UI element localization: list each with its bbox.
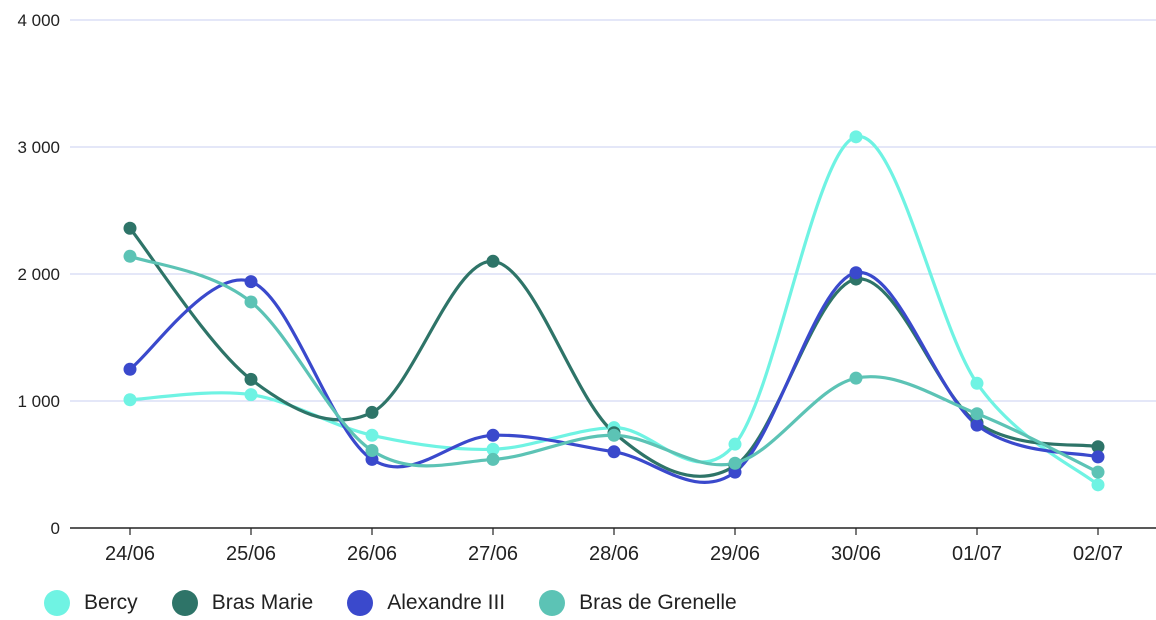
data-point-bercy-5[interactable] [728,437,742,451]
legend-item-bras-de-grenelle[interactable]: Bras de Grenelle [539,590,737,616]
data-point-bras-de-grenelle-5[interactable] [728,456,742,470]
x-tick-label: 02/07 [1073,543,1123,565]
data-point-alexandre-iii-8[interactable] [1091,450,1105,464]
data-point-alexandre-iii-6[interactable] [849,266,863,280]
y-tick-label: 2 000 [17,265,60,284]
data-point-bercy-2[interactable] [365,428,379,442]
y-tick-label: 3 000 [17,138,60,157]
data-point-bras-marie-1[interactable] [244,372,258,386]
data-point-bercy-8[interactable] [1091,478,1105,492]
legend-label-alexandre-iii: Alexandre III [387,591,506,614]
data-point-bras-de-grenelle-7[interactable] [970,407,984,421]
x-tick-label: 24/06 [105,543,155,565]
data-point-bercy-0[interactable] [123,393,137,407]
y-tick-label: 4 000 [17,11,60,30]
data-point-bras-marie-0[interactable] [123,221,137,235]
x-tick-label: 29/06 [710,543,760,565]
y-tick-label: 0 [51,519,60,538]
x-tick-label: 26/06 [347,543,397,565]
data-point-bras-de-grenelle-2[interactable] [365,444,379,458]
legend-swatch-bercy [44,590,70,616]
data-point-bras-de-grenelle-0[interactable] [123,249,137,263]
data-point-bras-marie-2[interactable] [365,405,379,419]
y-tick-label: 1 000 [17,392,60,411]
data-point-bras-marie-3[interactable] [486,254,500,268]
data-point-bercy-6[interactable] [849,130,863,144]
data-point-bercy-1[interactable] [244,388,258,402]
data-point-alexandre-iii-7[interactable] [970,418,984,432]
x-axis: 24/06 25/06 26/06 27/06 28/06 29/06 30/06 01/07… [70,527,1156,565]
legend-item-bercy[interactable]: Bercy [44,590,138,616]
data-point-bercy-7[interactable] [970,376,984,390]
legend-item-bras-marie[interactable]: Bras Marie [171,590,314,616]
data-point-alexandre-iii-2[interactable] [365,452,379,466]
legend-swatch-alexandre-iii [347,590,374,616]
x-tick-label: 28/06 [589,543,639,565]
x-tick-label: 27/06 [468,543,518,565]
data-point-bras-marie-8[interactable] [1091,440,1105,454]
data-point-bras-de-grenelle-4[interactable] [607,428,621,442]
data-point-bras-de-grenelle-1[interactable] [244,295,258,309]
x-tick-label: 30/06 [831,543,881,565]
series-points [123,130,1105,492]
x-tick-label: 25/06 [226,543,276,565]
data-point-bras-de-grenelle-3[interactable] [486,452,500,466]
legend-label-bercy: Bercy [84,591,138,614]
data-point-bercy-3[interactable] [486,442,500,456]
data-point-alexandre-iii-3[interactable] [486,428,500,442]
data-point-alexandre-iii-5[interactable] [728,465,742,479]
legend-item-alexandre-iii[interactable]: Alexandre III [347,590,505,616]
data-point-bras-de-grenelle-8[interactable] [1091,465,1105,479]
y-axis: 0 1 000 2 000 3 000 4 000 [17,11,60,538]
line-chart: 0 1 000 2 000 3 000 4 000 24/06 25/06 26/06 27/… [17,11,1156,565]
x-tick-label: 01/07 [952,543,1002,565]
legend-swatch-bras-marie [171,590,198,616]
data-point-alexandre-iii-4[interactable] [607,445,621,459]
legend-swatch-bras-de-grenelle [539,590,566,616]
data-point-alexandre-iii-0[interactable] [123,362,137,376]
data-point-bras-de-grenelle-6[interactable] [849,371,863,385]
data-point-alexandre-iii-1[interactable] [244,275,258,289]
grid-lines [70,19,1156,402]
legend: Bercy Bras Marie Alexandre III Bras de G… [44,586,771,620]
legend-label-bras-de-grenelle: Bras de Grenelle [579,591,737,614]
legend-label-bras-marie: Bras Marie [211,591,314,614]
